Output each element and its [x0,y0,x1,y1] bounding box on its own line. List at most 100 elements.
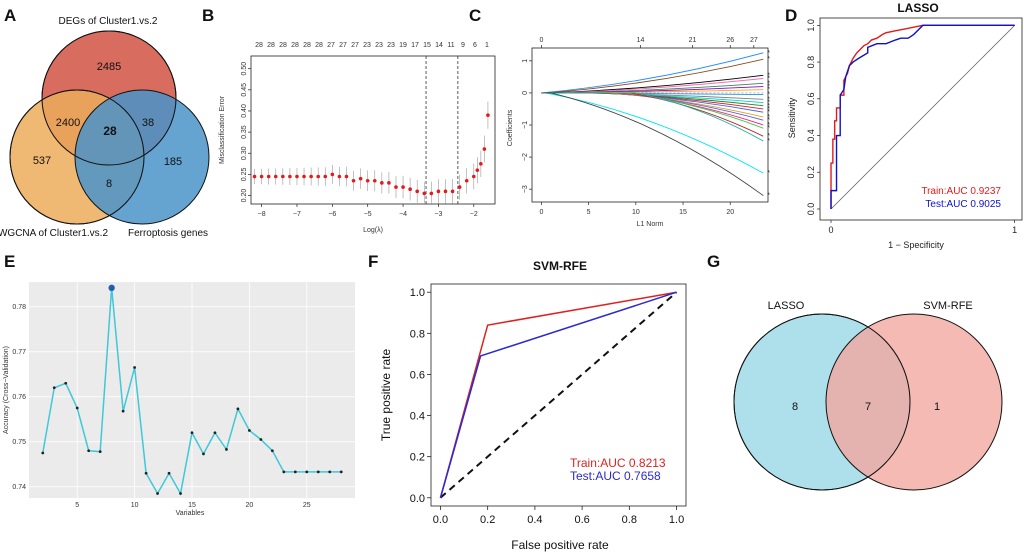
cv-y-tick-label: 0.40 [241,104,248,118]
coef-path-end-marker: * [767,125,770,132]
cv-x-label: Log(λ) [363,227,383,234]
lasso-roc-test-legend: Test:AUC 0.9025 [925,199,1001,210]
panel-label-c: C [469,6,481,25]
panel-g: G LASSO SVM-RFE 8 7 1 [707,252,1003,491]
venn-count-svm-only: 1 [934,401,940,413]
cv-x-tick-label: −7 [293,211,301,218]
coef-path-end-marker: * [767,133,770,140]
svm-roc-x-tick-label: 0.2 [480,514,495,526]
coef-path [541,92,764,196]
cv-top-label: 28 [255,42,263,49]
cv-x-tick-label: −8 [258,211,266,218]
coef-path [541,92,764,174]
lasso-roc-diagonal [830,25,1015,210]
venn-count-degs-ferro: 38 [142,117,154,129]
cv-point [479,162,483,166]
cv-point [394,185,398,189]
coef-path-end-marker: * [767,75,770,82]
cv-point [475,168,480,172]
venn-count-all-three: 28 [103,124,117,138]
rfe-point [98,450,102,454]
cv-point [288,174,292,179]
svm-roc-y-tick-label: 0.4 [410,411,425,423]
rfe-x-tick-label: 15 [188,502,196,509]
cv-axes: −8 −7 −6 −5 −4 −3 −2 0.20 0.25 0.30 0.35 0.40 0.45 0.… [241,42,489,218]
rfe-y-tick-label: 0.77 [12,349,26,356]
panel-e: E 0.74 0.75 0.76 0.77 0.78 5 10 15 20 25 Variable… [3,252,355,517]
coef-y-tick-label: 0 [522,91,529,95]
lasso-roc-x-tick-label: 0 [829,225,834,235]
cv-x-tick-label: −6 [328,211,336,218]
rfe-point [339,470,343,474]
rfe-point [87,449,91,453]
rfe-point [190,431,194,435]
coef-y-label: Coefficients [507,109,514,146]
cv-top-label: 19 [399,42,407,49]
rfe-point [52,386,56,390]
coef-path-end-marker: * [767,114,770,121]
cv-point [295,174,299,179]
cv-point [316,174,320,179]
cv-top-label: 27 [339,42,347,49]
svm-roc-frame [430,283,687,507]
coef-x-tick-label: 10 [632,209,640,216]
cv-point [273,174,278,179]
coef-path-end-marker: * [767,92,770,99]
rfe-y-tick-label: 0.74 [12,484,26,491]
cv-top-label: 11 [447,42,454,49]
lasso-roc-y-tick-label: 0.0 [806,203,816,216]
rfe-point [328,470,332,474]
cv-point [422,191,427,196]
cv-point [337,174,342,179]
cv-y-label: Misclassification Error [219,95,226,164]
cv-y-tick-label: 0.25 [241,167,248,181]
rfe-point [282,470,286,474]
cv-y-tick-label: 0.30 [241,146,248,160]
lasso-roc-y-tick-label: 0.4 [806,129,816,142]
coef-path [541,92,764,121]
coef-y-tick-label: −1 [522,121,529,129]
svm-roc-x-tick-label: 0.4 [527,514,542,526]
cv-point [457,185,462,189]
lasso-roc-x-tick-label: 1 [1012,225,1017,235]
cv-top-label: 28 [291,42,299,49]
coef-path-end-marker: * [767,106,770,113]
svm-roc-curves [439,291,678,499]
coef-path [541,58,764,94]
lasso-roc-train-legend: Train:AUC 0.9237 [921,186,1001,197]
coef-path-end-marker: * [767,72,770,79]
coef-x-tick-label: 5 [587,209,591,216]
panel-label-d: D [785,6,797,25]
rfe-best-point [108,284,115,292]
cv-top-label: 23 [375,42,383,49]
panel-label-a: A [4,6,16,25]
rfe-y-tick-label: 0.78 [12,304,26,311]
venn-count-both: 7 [865,401,871,413]
cv-point [344,174,349,179]
cv-y-tick-label: 0.35 [241,125,248,139]
svm-roc-y-tick-label: 0.8 [410,328,425,340]
panel-label-e: E [4,252,15,271]
lasso-roc-train-curve [830,24,1015,209]
cv-point [309,174,313,179]
rfe-point [247,429,251,432]
svm-roc-x-tick-label: 0.8 [622,514,637,526]
cv-point [450,189,455,194]
rfe-point [213,431,217,435]
cv-top-label: 6 [473,42,477,49]
svm-roc-x-tick-label: 1.0 [669,514,684,526]
svm-roc-y-tick-label: 1.0 [410,287,425,299]
svm-roc-y-tick-label: 0.6 [410,369,425,381]
panel-label-f: F [368,252,378,271]
coef-y-tick-label: 1 [522,59,529,63]
venn-ferro-circle [74,89,210,225]
svm-roc-y-tick-label: 0.2 [410,452,425,464]
panel-label-g: G [707,252,720,271]
coef-path-end-marker: * [767,170,770,177]
rfe-point [270,449,274,453]
coef-x-tick-label: 0 [539,209,543,216]
cv-top-label: 23 [387,42,395,49]
venn-svm-label: SVM-RFE [923,300,973,312]
